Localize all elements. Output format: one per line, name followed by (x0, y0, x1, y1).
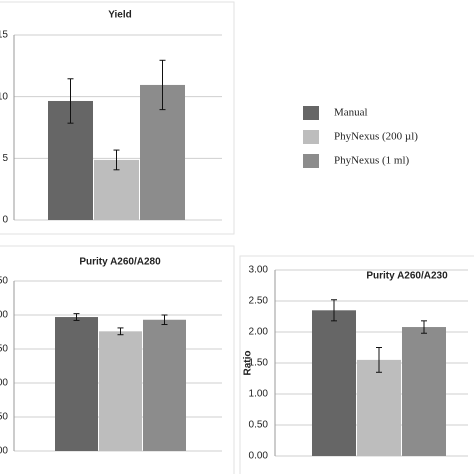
legend-label: PhyNexus (1 ml) (334, 155, 410, 167)
legend-swatch (303, 106, 319, 120)
bar (99, 331, 142, 451)
y-tick-label: 0 (2, 215, 8, 226)
y-tick-label: 0.50 (249, 420, 269, 431)
y-tick-label: 10 (0, 91, 8, 102)
y-tick-label: 1.00 (249, 389, 269, 400)
panel-frame (239, 255, 474, 474)
panel-frame (0, 245, 235, 474)
y-tick-label: 2.00 (0, 310, 8, 321)
y-tick-label: 1.50 (249, 358, 269, 369)
y-tick-label: 1.50 (0, 344, 8, 355)
legend-label: Manual (334, 107, 368, 119)
bar (312, 310, 356, 456)
bar (357, 359, 401, 456)
y-tick-label: 5 (2, 153, 8, 164)
y-tick-label: 0.50 (0, 412, 8, 423)
chart-title: Yield (108, 10, 132, 21)
y-tick-label: 2.00 (249, 327, 269, 338)
y-tick-label: 0.00 (0, 446, 8, 457)
legend-swatch (303, 154, 319, 168)
y-tick-label: 15 (0, 30, 8, 41)
panel-frame (0, 1, 235, 235)
y-tick-label: 2.50 (0, 276, 8, 287)
chart-title: Purity A260/A230 (366, 271, 448, 282)
chart-title: Purity A260/A280 (79, 257, 161, 268)
bar (402, 327, 446, 456)
y-tick-label: 2.50 (249, 296, 269, 307)
bar (55, 317, 98, 451)
y-tick-label: 0.00 (249, 451, 269, 462)
legend-swatch (303, 130, 319, 144)
legend-label: PhyNexus (200 µl) (334, 131, 418, 143)
bar (143, 319, 186, 451)
y-tick-label: 1.00 (0, 378, 8, 389)
y-tick-label: 3.00 (249, 265, 269, 276)
y-axis-label: Ratio (243, 351, 254, 376)
